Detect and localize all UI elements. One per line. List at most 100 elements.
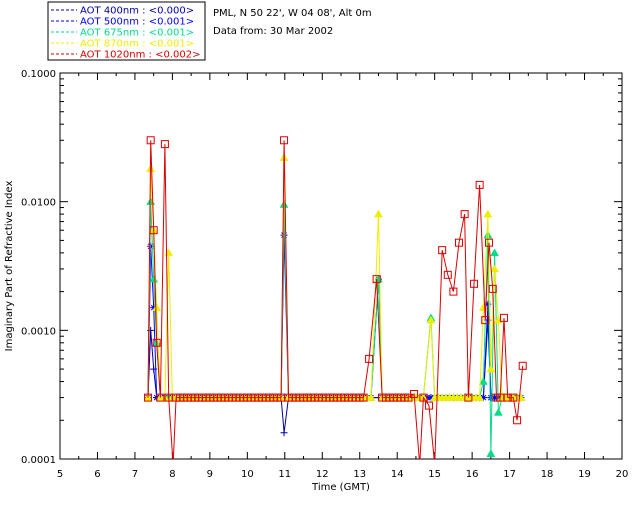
data-point: [279, 200, 289, 208]
data-point: [427, 394, 435, 402]
site-info: PML, N 50 22', W 04 08', Alt 0m: [213, 8, 372, 19]
y-axis-title: Imaginary Part of Refractive Index: [4, 181, 15, 352]
data-point: [152, 303, 162, 311]
data-point: [509, 393, 518, 402]
data-point: [374, 209, 383, 218]
data-point: [493, 407, 503, 416]
data-point: [426, 315, 436, 324]
x-tick-label: 17: [503, 469, 516, 480]
data-point: [503, 393, 512, 402]
data-point: [149, 274, 159, 283]
x-tick-label: 15: [428, 469, 441, 480]
data-point: [443, 270, 452, 279]
series-1: [144, 231, 525, 402]
legend-item: AOT 1020nm : <0.002>: [51, 50, 200, 61]
data-point: [280, 136, 289, 145]
x-tick-label: 8: [169, 469, 175, 480]
data-point: [455, 238, 464, 247]
data-point: [147, 242, 155, 250]
x-tick-label: 18: [541, 469, 554, 480]
data-point: [478, 377, 488, 385]
data-point: [484, 238, 493, 247]
data-point: [479, 394, 487, 402]
data-point: [146, 136, 155, 145]
x-tick-label: 16: [466, 469, 479, 480]
legend-label: AOT 870nm : <0.001>: [80, 39, 194, 50]
series-line: [147, 157, 521, 399]
x-tick-label: 9: [207, 469, 213, 480]
data-point: [372, 275, 381, 284]
legend-item: AOT 400nm : <0.000>: [51, 6, 194, 17]
x-tick-label: 7: [132, 469, 138, 480]
data-point: [359, 393, 368, 402]
x-tick-labels: 5 6 7 8 9 10 11 12 13 14 15 16 17 18 19 20: [57, 469, 629, 480]
data-point: [490, 248, 500, 257]
y-tick-label: 0.0010: [21, 326, 56, 337]
data-point: [152, 338, 161, 347]
data-point: [475, 180, 484, 189]
data-point: [486, 449, 496, 457]
data-point: [470, 279, 479, 288]
series-layer: [143, 136, 527, 459]
legend-label: AOT 675nm : <0.001>: [80, 28, 194, 39]
data-point: [156, 393, 165, 402]
x-tick-label: 20: [616, 469, 629, 480]
data-point: [491, 394, 499, 402]
data-point: [164, 248, 174, 257]
y-tick-label: 0.1000: [21, 69, 56, 80]
data-point: [487, 394, 495, 402]
x-tick-label: 12: [316, 469, 329, 480]
x-tick-label: 19: [578, 469, 591, 480]
series-line: [147, 140, 524, 459]
data-point: [460, 210, 469, 219]
legend: AOT 400nm : <0.000>AOT 500nm : <0.001>AO…: [47, 1, 206, 61]
data-point: [490, 264, 500, 273]
data-point: [475, 393, 485, 401]
data-point: [365, 354, 374, 363]
x-tick-label: 11: [278, 469, 291, 480]
y-tick-label: 0.0001: [21, 455, 56, 466]
data-point: [150, 304, 158, 312]
series-line: [147, 320, 521, 433]
series-line: [147, 235, 521, 399]
x-tick-label: 10: [241, 469, 254, 480]
date-info: Data from: 30 Mar 2002: [213, 26, 333, 37]
data-point: [484, 300, 492, 308]
legend-item: AOT 870nm : <0.001>: [51, 39, 194, 50]
legend-box: [47, 1, 206, 61]
legend-item: AOT 500nm : <0.001>: [51, 17, 194, 28]
series-2: [143, 197, 526, 457]
x-tick-label: 6: [94, 469, 100, 480]
legend-label: AOT 400nm : <0.000>: [80, 6, 194, 17]
data-point: [488, 284, 497, 293]
data-point: [419, 393, 428, 402]
data-point: [149, 226, 158, 235]
data-point: [486, 364, 496, 373]
data-point: [449, 287, 458, 296]
series-4: [144, 136, 527, 459]
data-point: [438, 246, 447, 255]
data-point: [160, 140, 169, 149]
data-point: [464, 393, 473, 402]
data-point: [425, 401, 434, 410]
data-point: [410, 390, 419, 399]
x-tick-label: 5: [57, 469, 63, 480]
y-tick-labels: 0.1000 0.0100 0.0010 0.0001: [21, 69, 56, 466]
data-point: [499, 313, 508, 322]
data-point: [481, 316, 490, 325]
data-point: [518, 361, 527, 370]
legend-label: AOT 1020nm : <0.002>: [80, 50, 200, 61]
data-point: [493, 315, 503, 324]
x-tick-label: 13: [353, 469, 366, 480]
data-point: [513, 416, 522, 425]
data-point: [280, 429, 288, 437]
data-point: [483, 209, 493, 218]
data-point: [144, 393, 153, 402]
legend-item: AOT 675nm : <0.001>: [51, 28, 194, 39]
legend-label: AOT 500nm : <0.001>: [80, 17, 194, 28]
y-tick-label: 0.0100: [21, 198, 56, 209]
x-tick-label: 14: [391, 469, 404, 480]
x-axis-title: Time (GMT): [311, 482, 370, 493]
data-point: [366, 393, 376, 401]
